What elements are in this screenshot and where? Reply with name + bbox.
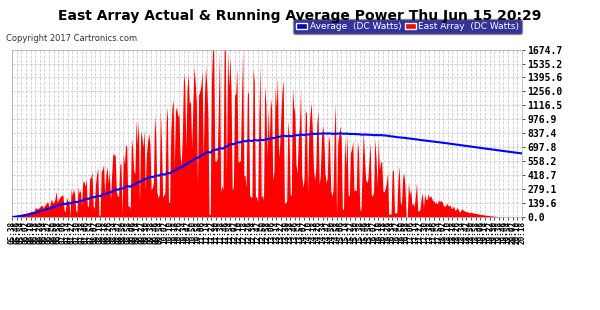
Legend: Average  (DC Watts), East Array  (DC Watts): Average (DC Watts), East Array (DC Watts… [293, 20, 522, 34]
Text: Copyright 2017 Cartronics.com: Copyright 2017 Cartronics.com [6, 34, 137, 43]
Text: East Array Actual & Running Average Power Thu Jun 15 20:29: East Array Actual & Running Average Powe… [58, 9, 542, 23]
